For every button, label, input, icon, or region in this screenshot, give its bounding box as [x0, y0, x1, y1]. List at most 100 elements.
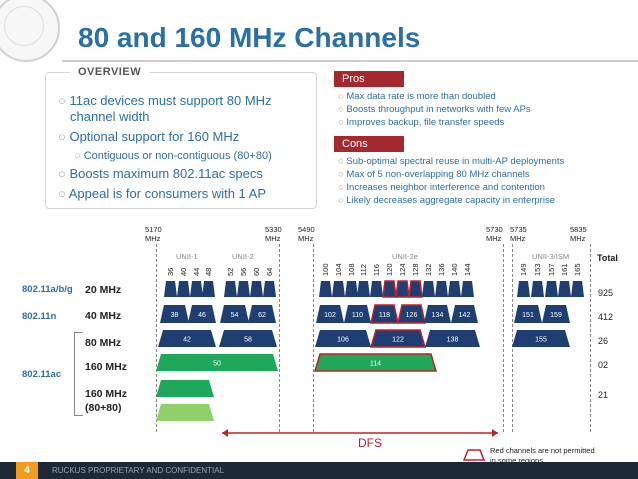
freq-label: 5170 MHz: [145, 225, 162, 243]
row-label-20: 20 MHz: [85, 284, 122, 296]
channel-40mhz: [316, 305, 344, 323]
row-label-160: 160 MHz: [85, 361, 128, 373]
overview-item: ○ Boosts maximum 802.11ac specs: [58, 166, 263, 181]
boundary-line: [590, 244, 591, 432]
channel-80mhz: [158, 330, 216, 347]
channel-20mhz: [558, 281, 571, 297]
channel-80mhz-label: 42: [183, 337, 191, 344]
row-label-8080-sub: (80+80): [85, 402, 122, 414]
overview-item: ○ Optional support for 160 MHz: [58, 129, 240, 144]
channel-20mhz: [448, 281, 461, 297]
overview-item: ○ Appeal is for consumers with 1 AP: [58, 186, 267, 201]
channel-8080-a: [156, 380, 214, 397]
channel-20mhz: [164, 281, 177, 297]
channel-20mhz: [408, 280, 423, 298]
boundary-line: [503, 244, 504, 432]
channel-160mhz-label: 50: [213, 361, 221, 368]
channel-20mhz: [370, 281, 383, 297]
channel-40mhz-label: 126: [406, 312, 418, 319]
channel-40mhz-label: 102: [324, 312, 336, 319]
total-8080: 21: [598, 390, 609, 400]
channel-40mhz-label: 62: [258, 312, 266, 319]
row-label-8080: 160 MHz: [85, 388, 128, 400]
channel-40mhz-label: 46: [198, 312, 206, 319]
channel-20mhz: [250, 281, 263, 297]
channel-80mhz-label: 122: [392, 337, 404, 344]
row-label-40: 40 MHz: [85, 310, 122, 322]
channel-20mhz: [461, 281, 474, 297]
channel-160mhz: [313, 353, 438, 372]
cons-item: ○ Sub-optimal spectral reuse in multi-AP…: [338, 156, 565, 167]
freq-label: 5735 MHz: [510, 225, 527, 243]
dfs-arrowhead-icon: [492, 429, 498, 437]
dfs-label: DFS: [358, 436, 382, 450]
footer-bar: [0, 462, 638, 479]
freq-label: 5330 MHz: [265, 225, 282, 243]
channel-40mhz: [344, 305, 371, 323]
legend-red-outline-icon: [462, 449, 486, 461]
freq-label: 5490 MHz: [298, 225, 315, 243]
channel-20mhz: [345, 281, 358, 297]
band-label: UNII-2e: [392, 252, 418, 261]
channel-40mhz: [220, 305, 249, 323]
dfs-arrowhead-icon: [222, 429, 228, 437]
channel-20mhz: [357, 281, 370, 297]
channel-20mhz: [571, 281, 584, 297]
channel-20mhz: [177, 281, 190, 297]
channel-80mhz: [315, 330, 371, 347]
std-label-n: 802.11n: [22, 311, 57, 322]
total-40: 412: [598, 312, 614, 322]
pros-item: ○ Boosts throughput in networks with few…: [338, 104, 531, 115]
boundary-line: [279, 244, 280, 432]
boundary-line: [512, 244, 513, 432]
overview-label: OVERVIEW: [70, 66, 150, 78]
channel-20mhz: [332, 281, 345, 297]
channel-40mhz: [160, 305, 189, 323]
channel-20mhz: [545, 281, 558, 297]
channel-40mhz: [397, 304, 426, 324]
channel-20mhz: [202, 281, 215, 297]
channel-40mhz-label: 159: [550, 312, 562, 319]
channel-40mhz: [248, 305, 276, 323]
channel-40mhz-label: 151: [522, 312, 534, 319]
channel-20mhz: [224, 281, 237, 297]
footer-text: RUCKUS PROPRIETARY AND CONFIDENTIAL: [52, 466, 225, 475]
overview-item: ○ 11ac devices must support 80 MHz: [58, 93, 272, 108]
channel-160mhz-label: 114: [370, 361, 381, 368]
channel-40mhz: [424, 305, 451, 323]
total-20: 925: [598, 288, 614, 298]
page-number: 4: [16, 462, 38, 479]
std-label-abg: 802.11a/b/g: [22, 284, 73, 295]
channel-40mhz: [370, 304, 399, 324]
row-label-80: 80 MHz: [85, 337, 122, 349]
channel-20mhz: [395, 280, 410, 298]
channel-80mhz: [219, 330, 277, 347]
channel-80mhz-label: 138: [447, 337, 459, 344]
channel-40mhz-label: 142: [459, 312, 471, 319]
channel-20mhz: [382, 280, 397, 298]
cons-item: ○ Likely decreases aggregate capacity in…: [338, 195, 555, 206]
channel-80mhz-label: 155: [535, 337, 547, 344]
ac-bracket: [74, 332, 83, 416]
channel-20mhz: [319, 281, 332, 297]
pros-item: ○ Max data rate is more than doubled: [338, 91, 496, 102]
cons-item: ○ Max of 5 non-overlapping 80 MHz channe…: [338, 169, 530, 180]
channel-20mhz: [517, 281, 530, 297]
cons-item: ○ Increases neighbor interference and co…: [338, 182, 545, 193]
channel-80mhz-label: 106: [337, 337, 349, 344]
std-label-ac: 802.11ac: [22, 369, 62, 380]
total-header: Total: [597, 253, 618, 263]
channel-40mhz-label: 118: [379, 312, 390, 319]
channel-40mhz: [188, 305, 216, 323]
band-label: UNII-2: [232, 252, 254, 261]
slide-title: 80 and 160 MHz Channels: [78, 22, 421, 53]
channel-80mhz-label: 58: [244, 337, 252, 344]
channel-80mhz: [369, 329, 427, 348]
channel-40mhz-label: 110: [352, 312, 363, 319]
overview-panel: [45, 72, 317, 209]
channel-20mhz: [263, 281, 276, 297]
freq-label: 5730 MHz: [486, 225, 503, 243]
channel-40mhz-label: 54: [231, 312, 239, 319]
boundary-line: [313, 244, 314, 432]
